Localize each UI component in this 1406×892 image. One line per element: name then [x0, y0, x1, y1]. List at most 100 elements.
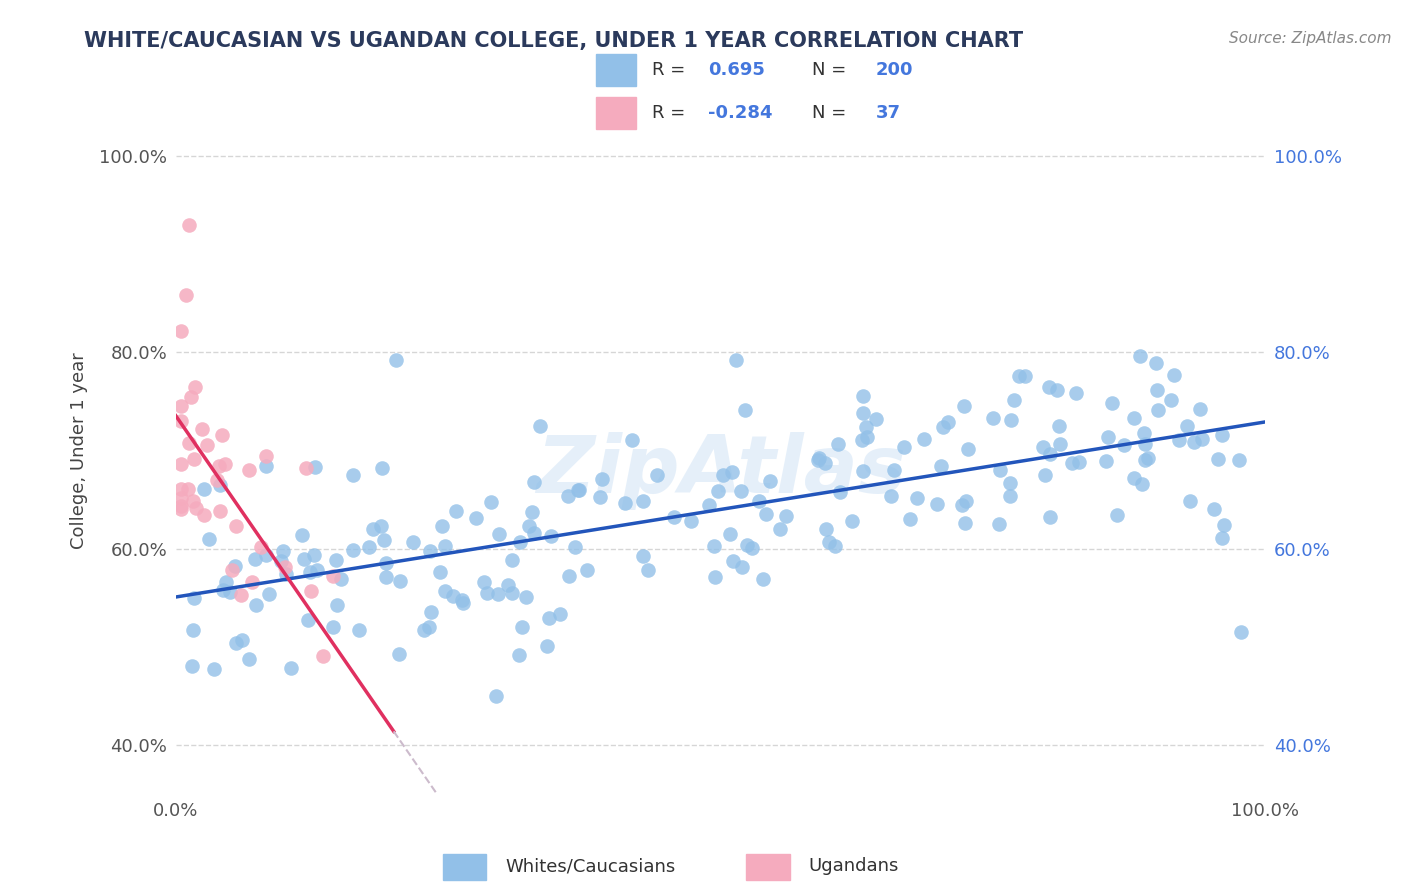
Text: Source: ZipAtlas.com: Source: ZipAtlas.com	[1229, 31, 1392, 46]
Point	[706, 483, 728, 498]
Point	[373, 533, 395, 547]
Point	[434, 583, 457, 598]
Point	[1137, 450, 1160, 465]
Text: 200: 200	[876, 61, 914, 78]
Point	[662, 510, 685, 524]
Point	[183, 591, 205, 605]
Point	[741, 541, 763, 555]
Point	[621, 433, 644, 447]
Point	[517, 519, 540, 533]
Point	[953, 516, 976, 531]
Point	[1049, 437, 1071, 451]
Point	[631, 494, 654, 508]
Point	[257, 587, 280, 601]
Point	[418, 620, 440, 634]
Point	[170, 458, 193, 472]
Point	[1160, 393, 1182, 408]
Point	[536, 639, 558, 653]
Text: ZipAtlas: ZipAtlas	[536, 432, 905, 510]
Point	[496, 578, 519, 592]
Point	[370, 519, 392, 533]
Point	[807, 452, 830, 467]
Point	[523, 475, 546, 489]
Point	[1133, 453, 1156, 467]
Point	[501, 553, 523, 567]
Point	[852, 388, 875, 402]
Point	[1033, 467, 1056, 482]
Point	[905, 491, 928, 505]
Point	[420, 605, 443, 619]
Point	[1211, 427, 1233, 442]
Point	[195, 438, 218, 452]
Point	[357, 540, 380, 554]
Point	[775, 508, 797, 523]
Point	[170, 324, 193, 338]
Point	[575, 563, 598, 577]
Point	[998, 475, 1021, 490]
Point	[988, 463, 1011, 477]
Point	[292, 552, 315, 566]
Point	[240, 575, 263, 590]
Point	[245, 598, 267, 612]
Point	[723, 554, 745, 568]
Point	[631, 549, 654, 563]
Point	[1107, 508, 1129, 522]
Point	[205, 473, 228, 487]
Point	[567, 483, 589, 498]
Point	[219, 585, 242, 599]
Point	[1060, 456, 1083, 470]
Point	[1211, 531, 1233, 545]
Point	[508, 648, 530, 662]
Point	[730, 483, 752, 498]
Point	[388, 648, 411, 662]
Point	[1146, 402, 1168, 417]
Point	[432, 519, 454, 533]
Point	[243, 552, 266, 566]
Point	[931, 459, 953, 474]
Point	[713, 467, 735, 482]
Point	[374, 556, 396, 570]
Point	[1229, 625, 1251, 640]
Text: R =: R =	[651, 104, 685, 122]
Point	[304, 548, 326, 562]
Point	[193, 483, 215, 497]
Text: 0.695: 0.695	[707, 61, 765, 78]
Point	[1163, 368, 1185, 382]
Point	[184, 380, 207, 394]
Point	[537, 611, 560, 625]
Point	[1182, 435, 1205, 450]
Point	[229, 588, 252, 602]
Point	[249, 540, 271, 554]
Point	[181, 659, 204, 673]
Point	[301, 583, 323, 598]
Point	[402, 535, 425, 549]
Point	[1188, 401, 1211, 416]
Point	[371, 461, 394, 475]
Point	[957, 442, 980, 456]
Point	[202, 662, 225, 676]
Point	[1130, 477, 1153, 491]
Point	[645, 467, 668, 482]
Point	[486, 586, 509, 600]
Point	[1144, 355, 1167, 369]
Point	[1097, 430, 1119, 444]
Point	[419, 544, 441, 558]
Point	[932, 420, 955, 434]
Point	[193, 508, 215, 523]
Point	[548, 607, 571, 622]
Point	[1132, 425, 1154, 440]
Point	[1008, 368, 1031, 383]
Point	[828, 485, 851, 500]
Point	[1191, 432, 1213, 446]
Point	[679, 514, 702, 528]
Point	[1039, 510, 1062, 524]
Point	[1175, 419, 1198, 434]
Point	[326, 598, 349, 612]
Point	[1067, 454, 1090, 468]
Point	[953, 399, 976, 413]
Point	[322, 569, 344, 583]
Point	[215, 574, 238, 589]
Point	[568, 483, 591, 498]
Point	[734, 402, 756, 417]
Point	[841, 514, 863, 528]
